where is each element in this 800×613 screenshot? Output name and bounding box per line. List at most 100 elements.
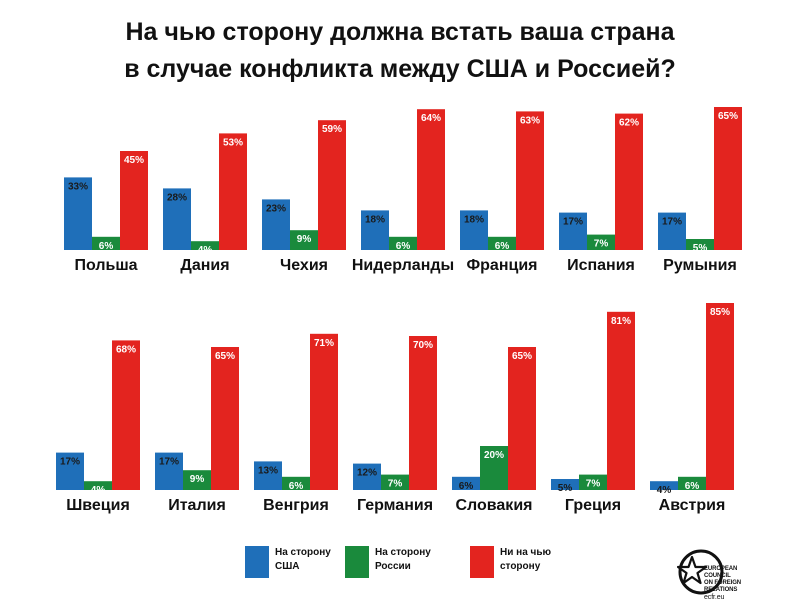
bar-neutral <box>219 133 247 250</box>
bar-usa <box>262 199 290 250</box>
data-label-neutral: 59% <box>322 124 342 135</box>
bar-group: 5% 7% 81% Греция <box>551 311 635 514</box>
bar-neutral <box>607 311 635 490</box>
data-label-neutral: 65% <box>718 111 738 122</box>
data-label-neutral: 45% <box>124 155 144 166</box>
bar-neutral <box>417 109 445 250</box>
legend-swatch-neutral <box>470 546 494 578</box>
bar-neutral <box>318 120 346 250</box>
logo-line-1: EUROPEAN <box>704 566 738 572</box>
data-label-neutral: 64% <box>421 113 441 124</box>
star-circle-icon <box>677 549 724 595</box>
category-label: Чехия <box>280 257 328 274</box>
bar-usa <box>155 452 183 490</box>
ecfr-logo <box>677 549 724 595</box>
data-label-russia: 9% <box>190 474 205 485</box>
data-label-russia: 6% <box>99 241 114 252</box>
bar-group: 4% 6% 85% Австрия <box>650 303 734 514</box>
bar-russia <box>381 474 409 490</box>
data-label-neutral: 65% <box>215 351 235 362</box>
bar-neutral <box>508 347 536 490</box>
legend-label-russia-line-1: На сторону <box>375 547 431 558</box>
category-label: Греция <box>565 497 621 514</box>
bar-russia <box>84 481 112 490</box>
bar-usa <box>551 479 579 490</box>
bar-usa <box>361 210 389 250</box>
bar-usa <box>658 212 686 250</box>
data-label-russia: 20% <box>484 450 504 461</box>
data-label-usa: 18% <box>464 214 484 225</box>
chart-title-line-1: На чью сторону должна встать ваша страна <box>125 18 675 46</box>
bar-russia <box>480 446 508 490</box>
logo-line-4: RELATIONS <box>704 587 738 593</box>
bar-usa <box>56 452 84 490</box>
data-label-neutral: 62% <box>619 118 639 129</box>
bar-neutral <box>706 303 734 490</box>
data-label-usa: 13% <box>258 465 278 476</box>
data-label-usa: 12% <box>357 468 377 479</box>
bar-russia <box>686 239 714 250</box>
bar-russia <box>389 236 417 250</box>
bar-group: 33% 6% 45% Польша <box>64 151 148 274</box>
data-label-usa: 5% <box>558 483 573 494</box>
bar-russia <box>282 476 310 490</box>
legend-label-neutral-line-1: Ни на чью <box>500 547 552 558</box>
data-label-neutral: 70% <box>413 340 433 351</box>
bar-group: 17% 9% 65% Италия <box>155 347 239 514</box>
bar-russia <box>183 470 211 490</box>
legend-swatch-russia <box>345 546 369 578</box>
bar-russia <box>92 236 120 250</box>
category-label: Италия <box>168 497 226 514</box>
category-label: Румыния <box>663 257 737 274</box>
data-label-neutral: 65% <box>512 351 532 362</box>
bar-usa <box>353 463 381 490</box>
bar-group: 12% 7% 70% Германия <box>353 336 437 514</box>
data-label-russia: 7% <box>586 479 601 490</box>
legend-swatch-usa <box>245 546 269 578</box>
bar-group: 18% 6% 63% Франция <box>460 111 544 274</box>
bar-group: 28% 4% 53% Дания <box>163 133 247 274</box>
logo-line-3: ON FOREIGN <box>704 580 742 586</box>
data-label-usa: 33% <box>68 181 88 192</box>
category-label: Нидерланды <box>352 257 454 274</box>
data-label-usa: 17% <box>159 457 179 468</box>
bar-russia <box>579 474 607 490</box>
bar-russia <box>191 241 219 250</box>
data-label-russia: 5% <box>693 243 708 254</box>
data-label-neutral: 85% <box>710 307 730 318</box>
data-label-russia: 9% <box>297 234 312 245</box>
data-label-russia: 6% <box>289 481 304 492</box>
data-label-russia: 6% <box>396 241 411 252</box>
legend-label-russia-line-2: России <box>375 561 411 572</box>
data-label-russia: 4% <box>198 245 213 256</box>
bar-neutral <box>516 111 544 251</box>
data-label-usa: 17% <box>60 457 80 468</box>
bar-group: 13% 6% 71% Венгрия <box>254 333 338 514</box>
bar-group: 18% 6% 64% Нидерланды <box>352 109 454 274</box>
bar-usa <box>452 476 480 490</box>
data-label-neutral: 63% <box>520 115 540 126</box>
bar-group: 17% 7% 62% Испания <box>559 113 643 274</box>
bar-russia <box>488 236 516 250</box>
data-label-russia: 7% <box>594 239 609 250</box>
bar-neutral <box>120 151 148 250</box>
category-label: Германия <box>357 497 433 514</box>
bar-neutral <box>211 347 239 490</box>
data-label-neutral: 53% <box>223 137 243 148</box>
bar-usa <box>559 212 587 250</box>
bar-neutral <box>615 113 643 250</box>
bar-usa <box>64 177 92 250</box>
data-label-usa: 17% <box>563 217 583 228</box>
bar-group: 17% 4% 68% Швеция <box>56 340 140 514</box>
bar-group: 17% 5% 65% Румыния <box>658 107 742 274</box>
chart-title-line-2: в случае конфликта между США и Россией? <box>124 55 676 83</box>
data-label-usa: 18% <box>365 214 385 225</box>
data-label-neutral: 71% <box>314 338 334 349</box>
data-label-neutral: 81% <box>611 316 631 327</box>
bar-russia <box>678 476 706 490</box>
category-label: Венгрия <box>263 497 329 514</box>
category-label: Швеция <box>66 497 130 514</box>
category-label: Австрия <box>659 497 726 514</box>
data-label-neutral: 68% <box>116 344 136 355</box>
